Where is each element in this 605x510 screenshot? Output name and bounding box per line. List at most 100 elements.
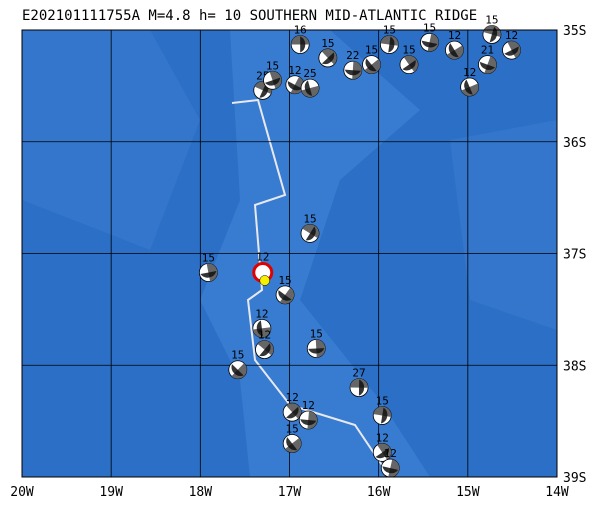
beachball-quadrant — [464, 79, 473, 95]
depth-label: 12 — [505, 29, 518, 42]
beachball — [445, 40, 464, 60]
beachball — [502, 40, 521, 60]
depth-label: 15 — [231, 349, 244, 362]
depth-label: 12 — [384, 447, 397, 460]
depth-label: 15 — [365, 44, 378, 57]
map-title: E202101111755A M=4.8 h= 10 SOUTHERN MID-… — [22, 8, 477, 24]
lon-label: 20W — [10, 485, 34, 500]
beachball-quadrant — [256, 320, 263, 337]
beachball-quadrant — [286, 406, 299, 419]
beachball — [372, 443, 392, 462]
beachball-quadrant — [200, 270, 217, 278]
lon-label: 19W — [99, 485, 123, 500]
beachball-quadrant — [264, 77, 281, 86]
beachball-quadrant — [300, 36, 306, 53]
beachball-quadrant — [380, 407, 388, 424]
beachball-quadrant — [287, 80, 303, 91]
depth-label: 12 — [256, 250, 269, 263]
depth-label: 12 — [376, 431, 389, 444]
beachball-quadrant — [304, 80, 313, 96]
beachball-quadrant — [448, 43, 459, 58]
beachball-quadrant — [278, 290, 292, 301]
beachball-quadrant — [321, 52, 335, 65]
depth-label: 12 — [288, 64, 301, 77]
ridge-line — [231, 98, 391, 478]
depth-label: 12 — [258, 329, 271, 342]
beachball — [282, 434, 302, 453]
lon-label: 16W — [367, 485, 391, 500]
beachball-quadrant — [300, 419, 317, 426]
lat-label: 37S — [563, 248, 586, 263]
depth-label: 22 — [346, 49, 359, 62]
beachball — [275, 285, 295, 305]
beachball-quadrant — [388, 36, 395, 53]
depth-label: 15 — [376, 395, 389, 408]
depth-label: 15 — [485, 13, 498, 26]
main-event — [252, 261, 274, 286]
depth-label: 15 — [278, 274, 291, 287]
lon-label: 15W — [456, 485, 480, 500]
beachball — [228, 360, 248, 380]
beachball — [478, 55, 497, 75]
beachball — [372, 406, 392, 425]
beachball-quadrant — [402, 59, 416, 71]
beachball-quadrant — [489, 26, 498, 43]
depth-label: 27 — [352, 367, 365, 380]
beachball — [362, 55, 381, 75]
depth-label: 21 — [481, 44, 494, 57]
depth-label: 12 — [448, 29, 461, 42]
depth-label: 25 — [303, 67, 316, 80]
lat-label: 39S — [563, 471, 586, 486]
beachball-quadrant — [382, 466, 399, 474]
beachball-quadrant — [286, 437, 298, 451]
depth-label: 15 — [310, 327, 323, 340]
beachball — [198, 263, 218, 282]
beachball-quadrant — [375, 447, 390, 459]
depth-label: 15 — [202, 251, 215, 264]
depth-label: 12 — [463, 66, 476, 79]
beachball-quadrant — [344, 69, 361, 76]
beachball — [379, 35, 399, 54]
beachball — [306, 339, 326, 358]
beachball — [482, 25, 502, 44]
beachball — [300, 223, 320, 243]
beachball — [399, 55, 419, 75]
beachball — [420, 32, 439, 52]
depth-label: 15 — [321, 37, 334, 50]
beachball-quadrant — [231, 364, 244, 376]
lon-label: 14W — [545, 485, 569, 500]
beachball-quadrant — [479, 61, 496, 70]
bathymetry — [22, 30, 557, 330]
beachball-quadrant — [259, 343, 271, 357]
beachball-quadrant — [504, 46, 519, 56]
depth-label: 15 — [286, 422, 299, 435]
beachball — [343, 60, 363, 80]
depth-label: 15 — [402, 44, 415, 57]
beachball — [285, 75, 305, 95]
beachball — [349, 378, 369, 398]
depth-label: 15 — [303, 212, 316, 225]
beachball — [282, 402, 302, 422]
beachball — [298, 410, 318, 430]
beachball — [380, 458, 400, 478]
depth-label: 15 — [423, 21, 436, 34]
beachball — [300, 78, 320, 98]
depth-label: 12 — [286, 391, 299, 404]
beachball — [255, 340, 274, 360]
lat-label: 36S — [563, 136, 586, 151]
beachball-quadrant — [421, 40, 438, 48]
beachball — [318, 48, 338, 68]
depth-label: 12 — [302, 399, 315, 412]
beachball — [252, 318, 272, 338]
beachball — [460, 77, 480, 97]
beachball — [263, 70, 282, 90]
lon-label: 18W — [189, 485, 213, 500]
lat-label: 38S — [563, 359, 586, 374]
beachball-quadrant — [358, 379, 365, 396]
lat-label: 35S — [563, 24, 586, 39]
main-event-epicenter — [259, 275, 270, 286]
beachball-quadrant — [305, 226, 316, 241]
